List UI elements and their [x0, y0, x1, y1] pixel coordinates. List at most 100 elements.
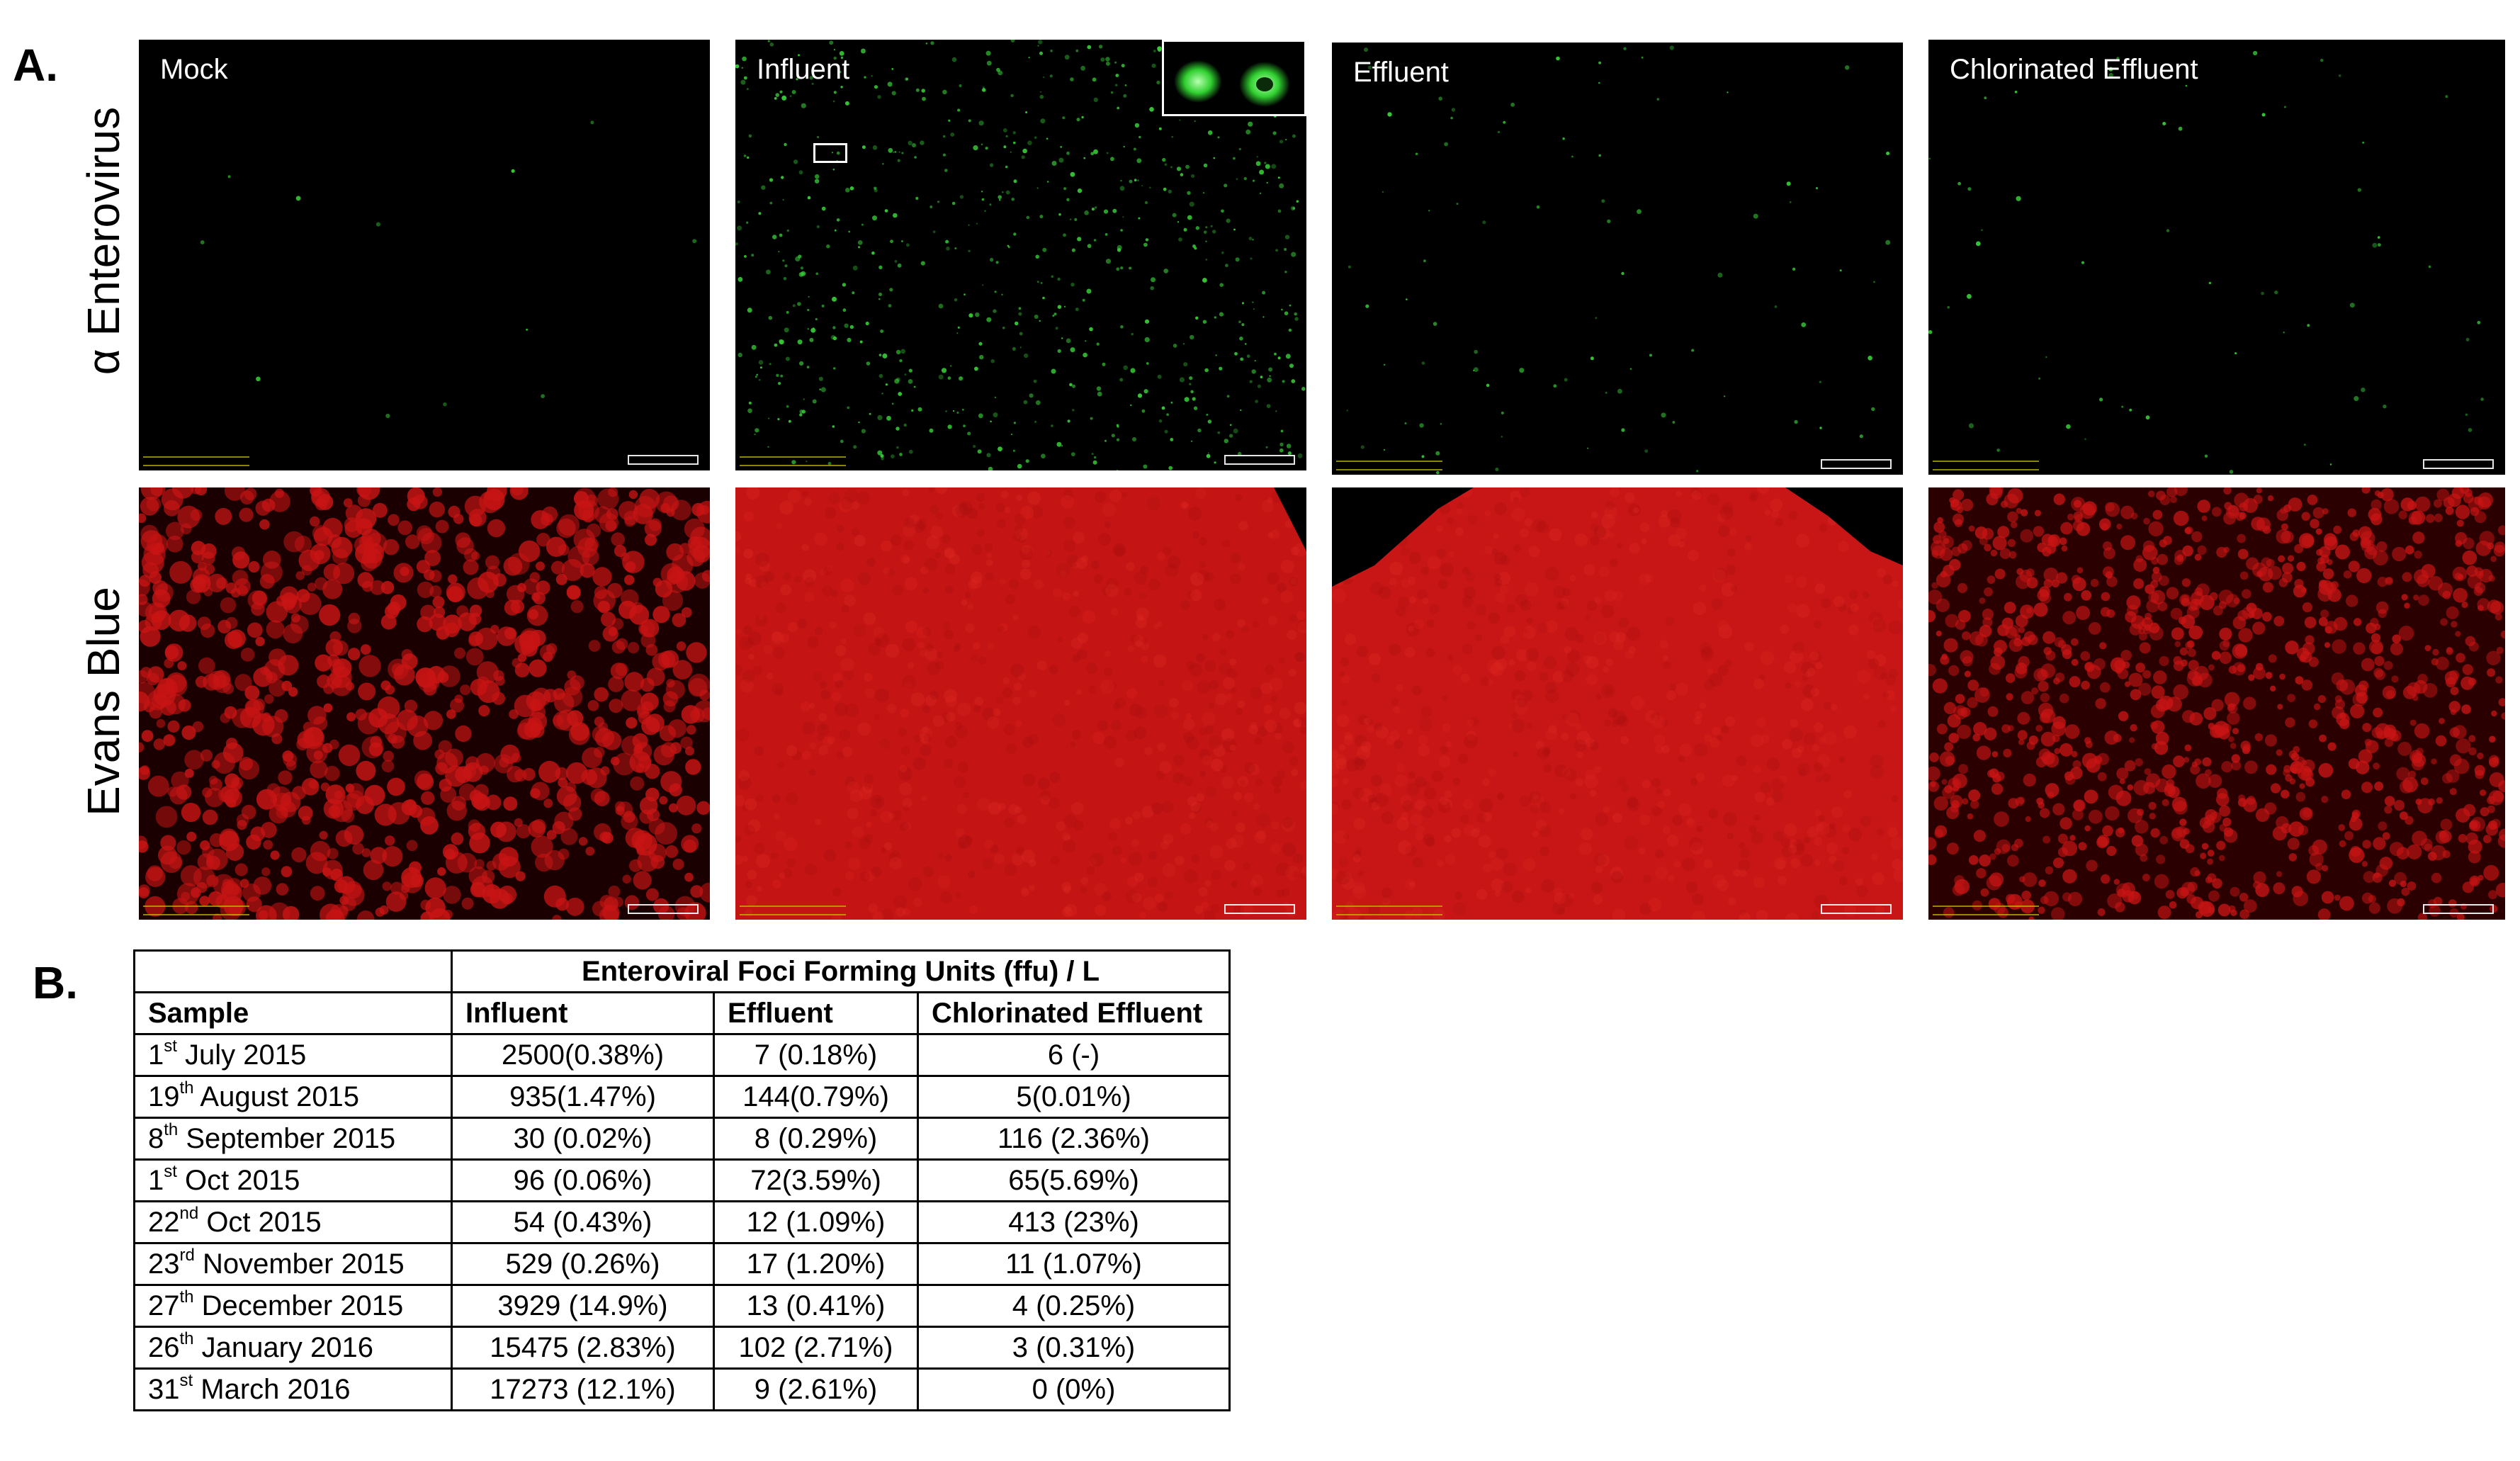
sample-date: January 2016 [193, 1331, 374, 1363]
sample-day: 26 [148, 1331, 180, 1363]
sample-day-suffix: nd [179, 1203, 199, 1223]
table-cell-influent: 54 (0.43%) [451, 1200, 715, 1244]
table-cell-effluent: 9 (2.61%) [713, 1367, 919, 1411]
table-cell-chlorinated: 116 (2.36%) [917, 1117, 1231, 1161]
sample-day: 22 [148, 1206, 180, 1238]
table-cell-influent: 2500(0.38%) [451, 1033, 715, 1077]
table-cell-chlorinated: 6 (-) [917, 1033, 1231, 1077]
scale-bar [2423, 459, 2494, 469]
table-cell-influent: 30 (0.02%) [451, 1117, 715, 1161]
sample-day: 19 [148, 1081, 180, 1112]
info-overlay [143, 906, 249, 915]
sample-day-suffix: st [164, 1161, 177, 1181]
table-row: 19th August 2015 935(1.47%) 144(0.79%) 5(0.… [133, 1075, 1231, 1119]
micrograph-mock-enterovirus: Mock [139, 40, 710, 470]
sample-day-suffix: th [179, 1329, 194, 1348]
sample-date: November 2015 [194, 1248, 405, 1280]
micrograph-effluent-enterovirus: Effluent [1332, 43, 1903, 475]
table-row: 26th January 2016 15475 (2.83%) 102 (2.71%… [133, 1326, 1231, 1370]
table-cell-sample: 8th September 2015 [133, 1117, 453, 1161]
scale-bar [1821, 459, 1892, 469]
sample-day: 8 [148, 1122, 164, 1154]
table-cell-influent: 17273 (12.1%) [451, 1367, 715, 1411]
table-cell-influent: 15475 (2.83%) [451, 1326, 715, 1370]
sample-day: 1 [148, 1164, 164, 1196]
table-row: 31st March 2016 17273 (12.1%) 9 (2.61%) 0 (… [133, 1367, 1231, 1411]
sample-day-suffix: rd [179, 1245, 195, 1265]
table-row: 1st Oct 2015 96 (0.06%) 72(3.59%) 65(5.69%) [133, 1158, 1231, 1202]
unstained-region [1274, 487, 1306, 551]
table-header-chlorinated: Chlorinated Effluent [917, 991, 1231, 1035]
magnified-inset [1162, 40, 1306, 116]
scale-bar [1224, 904, 1295, 914]
sample-day: 31 [148, 1373, 180, 1405]
table-cell-effluent: 144(0.79%) [713, 1075, 919, 1119]
table-cell-chlorinated: 5(0.01%) [917, 1075, 1231, 1119]
scale-bar [628, 904, 699, 914]
sample-date: September 2015 [178, 1122, 396, 1154]
sample-date: July 2015 [176, 1039, 307, 1071]
sample-date: Oct 2015 [198, 1206, 322, 1238]
table-cell-chlorinated: 0 (0%) [917, 1367, 1231, 1411]
table-cell-effluent: 17 (1.20%) [713, 1242, 919, 1286]
table-cell-effluent: 102 (2.71%) [713, 1326, 919, 1370]
table-row: 27th December 2015 3929 (14.9%) 13 (0.41%)… [133, 1284, 1231, 1328]
sample-date: Oct 2015 [176, 1164, 300, 1196]
table-header-influent: Influent [451, 991, 715, 1035]
table-header-row: Sample Influent Effluent Chlorinated Eff… [133, 991, 1231, 1035]
column-label-mock: Mock [160, 54, 228, 85]
sample-date: August 2015 [193, 1081, 360, 1112]
panel-b-label: B. [33, 957, 78, 1008]
table-group-header-row: Enteroviral Foci Forming Units (ffu) / L [133, 949, 1231, 993]
table-cell-sample: 23rd November 2015 [133, 1242, 453, 1286]
table-cell-effluent: 8 (0.29%) [713, 1117, 919, 1161]
table-header-sample: Sample [133, 991, 453, 1035]
info-overlay [1933, 906, 2039, 915]
sample-day: 1 [148, 1039, 164, 1071]
table-header-empty [133, 949, 453, 993]
table-row: 1st July 2015 2500(0.38%) 7 (0.18%) 6 (-) [133, 1033, 1231, 1077]
table-cell-chlorinated: 413 (23%) [917, 1200, 1231, 1244]
table-group-header: Enteroviral Foci Forming Units (ffu) / L [451, 949, 1231, 993]
table-cell-influent: 529 (0.26%) [451, 1242, 715, 1286]
table-row: 22nd Oct 2015 54 (0.43%) 12 (1.09%) 413 (23… [133, 1200, 1231, 1244]
table-cell-effluent: 13 (0.41%) [713, 1284, 919, 1328]
table-cell-sample: 1st Oct 2015 [133, 1158, 453, 1202]
scale-bar [1821, 904, 1892, 914]
sample-date: December 2015 [193, 1290, 404, 1321]
table-cell-sample: 31st March 2016 [133, 1367, 453, 1411]
info-overlay [740, 906, 846, 915]
micrograph-chlorinated-effluent-enterovirus: Chlorinated Effluent [1928, 40, 2505, 475]
row-label-enterovirus: α Enterovirus [78, 106, 129, 376]
table-header-effluent: Effluent [713, 991, 919, 1035]
table-cell-sample: 27th December 2015 [133, 1284, 453, 1328]
panel-a-label: A. [13, 40, 58, 91]
info-overlay [143, 456, 249, 466]
micrograph-influent-enterovirus: Influent [735, 40, 1306, 470]
region-of-interest-box [813, 143, 847, 163]
sample-date: March 2016 [193, 1373, 351, 1405]
table-cell-chlorinated: 65(5.69%) [917, 1158, 1231, 1202]
sample-day: 27 [148, 1290, 180, 1321]
table-row: 8th September 2015 30 (0.02%) 8 (0.29%) 116… [133, 1117, 1231, 1161]
sample-day-suffix: th [164, 1119, 179, 1139]
micrograph-chlorinated-effluent-evans-blue [1928, 487, 2505, 920]
table-cell-effluent: 12 (1.09%) [713, 1200, 919, 1244]
table-cell-influent: 96 (0.06%) [451, 1158, 715, 1202]
row-label-evans-blue: Evans Blue [78, 587, 129, 816]
column-label-influent: Influent [757, 54, 850, 85]
table-row: 23rd November 2015 529 (0.26%) 17 (1.20%) 1… [133, 1242, 1231, 1286]
sample-day-suffix: th [179, 1287, 194, 1307]
sample-day-suffix: th [179, 1078, 194, 1098]
column-label-chlorinated-effluent: Chlorinated Effluent [1950, 54, 2198, 85]
info-overlay [1336, 906, 1442, 915]
table-cell-sample: 22nd Oct 2015 [133, 1200, 453, 1244]
table-body: 1st July 2015 2500(0.38%) 7 (0.18%) 6 (-) 19… [133, 1033, 1231, 1411]
table-cell-sample: 19th August 2015 [133, 1075, 453, 1119]
column-label-effluent: Effluent [1353, 57, 1449, 88]
info-overlay [1933, 461, 2039, 470]
scale-bar [628, 455, 699, 465]
micrograph-influent-evans-blue [735, 487, 1306, 920]
table-cell-chlorinated: 11 (1.07%) [917, 1242, 1231, 1286]
scale-bar [1224, 455, 1295, 465]
